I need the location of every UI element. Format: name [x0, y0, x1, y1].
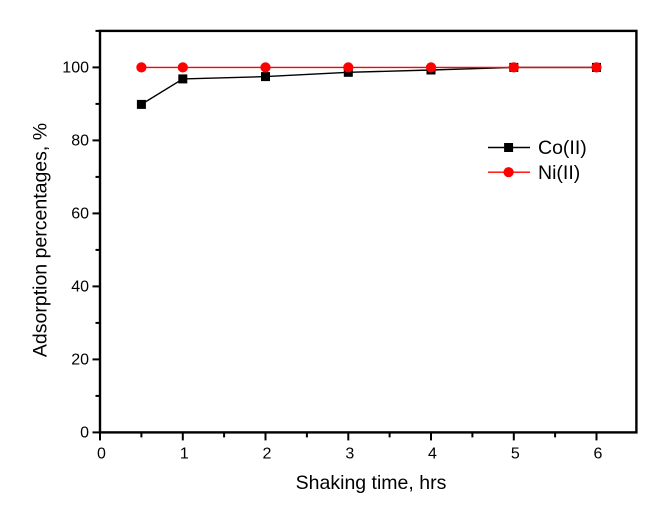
svg-text:Adsorption percentages, %: Adsorption percentages, % — [30, 123, 52, 357]
svg-text:5: 5 — [511, 446, 520, 463]
svg-text:6: 6 — [594, 446, 603, 463]
svg-text:20: 20 — [71, 351, 89, 368]
svg-text:0: 0 — [97, 446, 106, 463]
svg-text:80: 80 — [71, 132, 89, 149]
svg-text:2: 2 — [263, 446, 272, 463]
svg-text:0: 0 — [80, 424, 89, 441]
svg-text:4: 4 — [428, 446, 437, 463]
svg-text:Co(II): Co(II) — [538, 137, 587, 159]
svg-text:Shaking time, hrs: Shaking time, hrs — [296, 472, 447, 494]
svg-text:40: 40 — [71, 278, 89, 295]
svg-text:Ni(II): Ni(II) — [538, 162, 580, 184]
svg-text:60: 60 — [71, 205, 89, 222]
svg-text:100: 100 — [62, 59, 89, 76]
svg-text:1: 1 — [180, 446, 189, 463]
svg-text:3: 3 — [345, 446, 354, 463]
